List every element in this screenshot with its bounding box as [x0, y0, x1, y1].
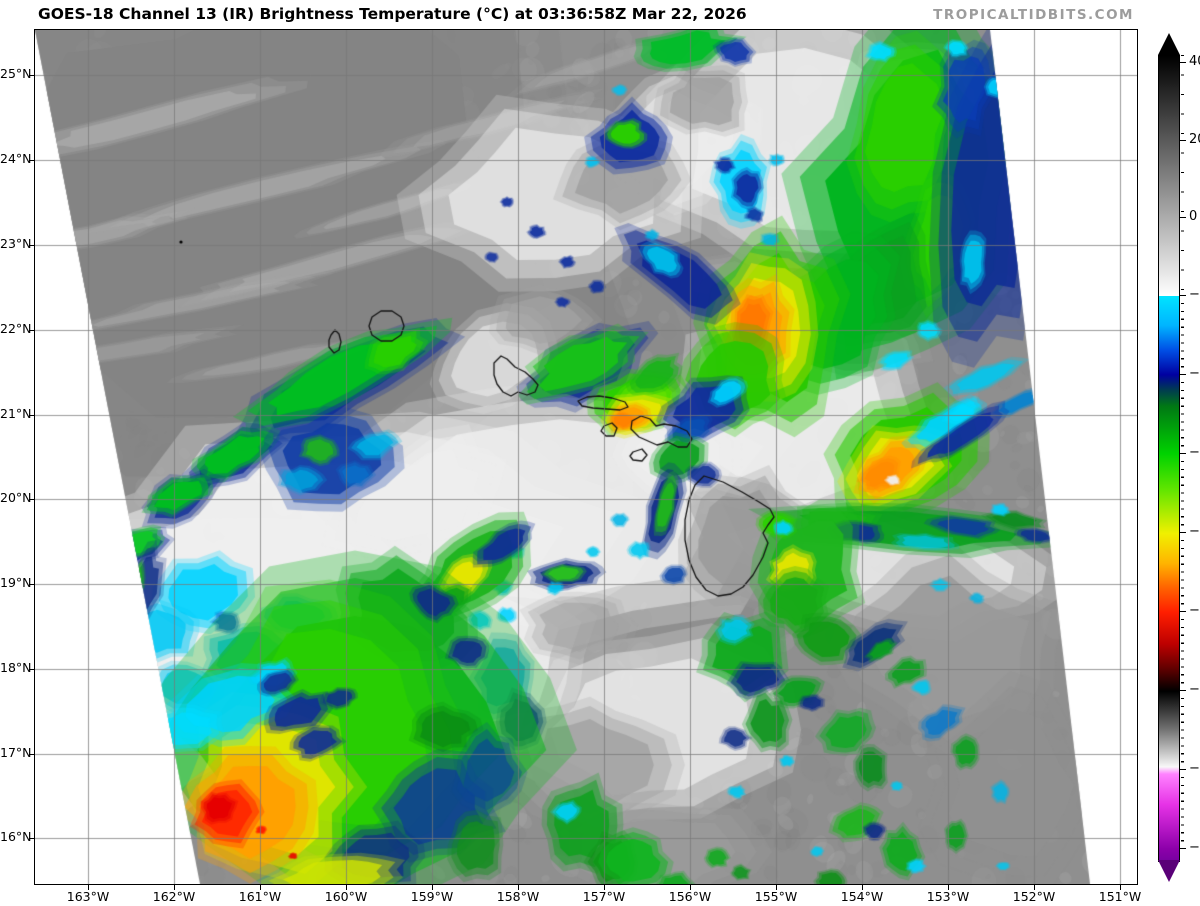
lat-label: 20°N	[0, 490, 32, 505]
colorbar: 40 20 0 −20 −30 −40 −50 −60 −70 −80 −90	[1158, 33, 1200, 893]
lat-tick	[29, 584, 34, 585]
lon-tick	[604, 885, 605, 890]
lat-tick	[29, 415, 34, 416]
lat-label: 16°N	[0, 829, 32, 844]
colorbar-tick	[1179, 453, 1186, 455]
lon-tick	[518, 885, 519, 890]
lon-label: 151°W	[1098, 889, 1142, 904]
lon-label: 153°W	[926, 889, 970, 904]
colorbar-tick	[1179, 217, 1186, 219]
lon-tick	[260, 885, 261, 890]
colorbar-minor-ticks-lower	[1181, 295, 1184, 850]
satellite-imagery-canvas	[35, 30, 1137, 884]
lon-tick	[346, 885, 347, 890]
lon-label: 161°W	[238, 889, 282, 904]
colorbar-top-arrow	[1158, 33, 1180, 55]
lat-label: 24°N	[0, 151, 32, 166]
lon-label: 155°W	[754, 889, 798, 904]
colorbar-tick-label: −90	[1189, 840, 1200, 855]
colorbar-tick	[1179, 611, 1186, 613]
page-title: GOES-18 Channel 13 (IR) Brightness Tempe…	[38, 5, 747, 23]
lon-label: 163°W	[66, 889, 110, 904]
map-frame	[34, 29, 1138, 885]
watermark-tropicaltidbits: TROPICALTIDBITS.COM	[933, 7, 1134, 23]
lon-tick	[690, 885, 691, 890]
lat-label: 17°N	[0, 745, 32, 760]
lat-label: 18°N	[0, 660, 32, 675]
lon-label: 157°W	[582, 889, 626, 904]
colorbar-tick-label: 20	[1189, 132, 1200, 147]
lon-tick	[174, 885, 175, 890]
colorbar-tick-label: −30	[1189, 366, 1200, 381]
colorbar-tick-label: −40	[1189, 445, 1200, 460]
lat-tick	[29, 754, 34, 755]
lon-tick	[432, 885, 433, 890]
lon-tick	[1120, 885, 1121, 890]
lat-label: 25°N	[0, 66, 32, 81]
lat-tick	[29, 75, 34, 76]
lon-tick	[948, 885, 949, 890]
colorbar-bottom-arrow	[1158, 860, 1180, 882]
colorbar-tick-label: −70	[1189, 682, 1200, 697]
colorbar-tick	[1179, 690, 1186, 692]
lat-tick	[29, 330, 34, 331]
colorbar-tick	[1179, 769, 1186, 771]
colorbar-minor-ticks-upper	[1181, 55, 1184, 295]
lat-tick	[29, 499, 34, 500]
colorbar-tick	[1179, 532, 1186, 534]
lon-label: 159°W	[410, 889, 454, 904]
lon-label: 160°W	[324, 889, 368, 904]
colorbar-tick-label: −60	[1189, 603, 1200, 618]
lon-label: 154°W	[840, 889, 884, 904]
colorbar-tick	[1179, 848, 1186, 850]
lat-label: 21°N	[0, 406, 32, 421]
lat-label: 23°N	[0, 236, 32, 251]
lat-tick	[29, 245, 34, 246]
lat-label: 22°N	[0, 321, 32, 336]
colorbar-tick-label: 40	[1189, 54, 1200, 69]
colorbar-tick-label: 0	[1189, 209, 1198, 224]
colorbar-tick	[1179, 62, 1186, 64]
lat-label: 19°N	[0, 575, 32, 590]
lat-tick	[29, 669, 34, 670]
colorbar-gradient	[1158, 55, 1180, 862]
colorbar-tick	[1179, 295, 1186, 297]
lon-tick	[1034, 885, 1035, 890]
lat-tick	[29, 160, 34, 161]
colorbar-tick-label: −80	[1189, 761, 1200, 776]
lon-label: 158°W	[496, 889, 540, 904]
lon-label: 156°W	[668, 889, 712, 904]
lon-tick	[862, 885, 863, 890]
colorbar-tick-label: −50	[1189, 524, 1200, 539]
lon-label: 162°W	[152, 889, 196, 904]
lon-tick	[776, 885, 777, 890]
colorbar-tick	[1179, 140, 1186, 142]
colorbar-tick	[1179, 374, 1186, 376]
lon-label: 152°W	[1012, 889, 1056, 904]
lon-tick	[88, 885, 89, 890]
colorbar-tick-label: −20	[1189, 287, 1200, 302]
lat-tick	[29, 838, 34, 839]
